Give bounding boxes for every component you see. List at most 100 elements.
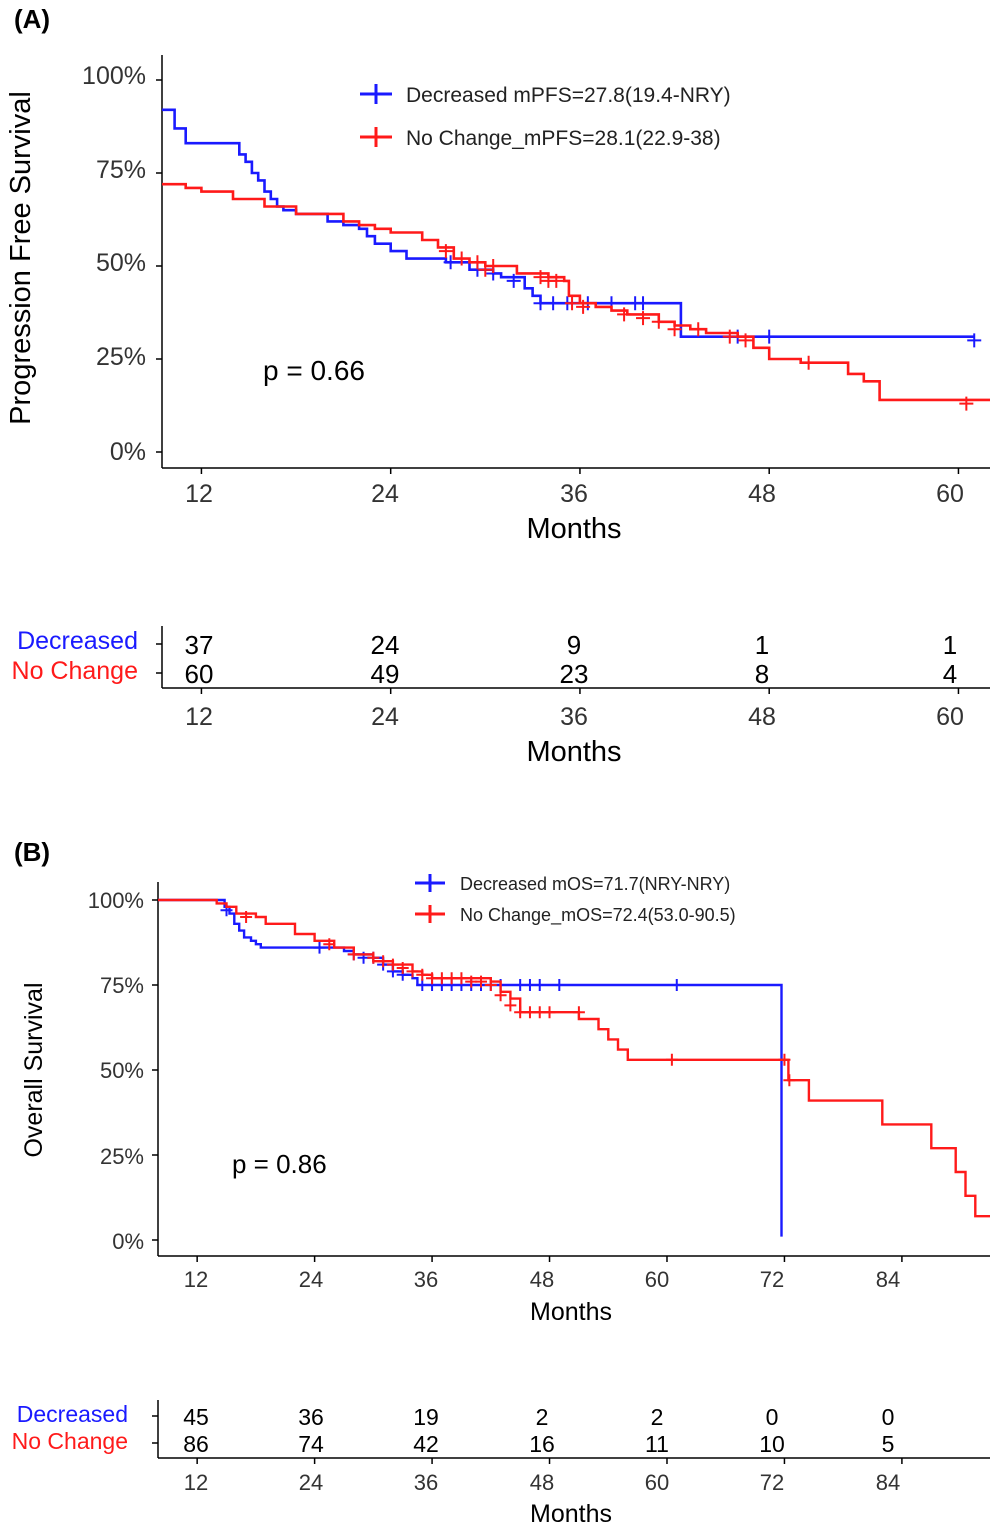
panel-b-risk-nc-60: 11: [645, 1431, 669, 1457]
panel-b-risk-nc-48: 16: [529, 1431, 555, 1457]
panel-b-censor-no-change-14: [475, 975, 488, 988]
panel-a-censor-no-change-7: [549, 273, 564, 288]
panel-b-risk-dec-72: 0: [766, 1404, 779, 1430]
panel-b-risk-x-tick-60: 60: [645, 1470, 669, 1495]
panel-a-risk-nc-60: 4: [943, 659, 957, 689]
panel-a-censor-decreased-13: [967, 333, 982, 348]
panel-b-risk-dec-60: 2: [651, 1404, 664, 1430]
panel-b-censor-decreased-19: [533, 979, 546, 991]
panel-b-risk-x-tick-12: 12: [184, 1470, 208, 1495]
panel-a-censor-no-change-18: [959, 396, 974, 411]
panel-b-risk-dec-48: 2: [536, 1404, 549, 1430]
panel-b-risk-nc-36: 42: [413, 1431, 439, 1457]
panel-a-censor-no-change-11: [636, 311, 651, 326]
panel-b-legend-decreased: Decreased mOS=71.7(NRY-NRY): [460, 874, 730, 894]
panel-b-censor-no-change-25: [783, 1074, 796, 1087]
panel-b-risk-x-axis-title: Months: [530, 1500, 612, 1528]
panel-b-censor-no-change-23: [665, 1053, 678, 1066]
panel-a-risk-x-axis-title: Months: [526, 736, 621, 768]
panel-b-x-tick-60: 60: [645, 1267, 669, 1292]
panel-b-risk-x-tick-36: 36: [414, 1470, 438, 1495]
panel-b-y-tick-0: 0%: [112, 1229, 144, 1254]
panel-a-censor-no-change-14: [691, 322, 706, 337]
panel-a-legend: Decreased mPFS=27.8(19.4-NRY) No Change_…: [360, 84, 731, 150]
panel-a-censor-no-change-15: [722, 329, 737, 344]
panel-a-x-tick-36: 36: [560, 480, 588, 508]
panel-b-legend-nochange: No Change_mOS=72.4(53.0-90.5): [460, 905, 736, 926]
panel-a-risk-x-tick-60: 60: [936, 703, 964, 731]
panel-a-risk-nc-24: 49: [371, 659, 400, 689]
panel-a-censor-no-change-8: [565, 296, 580, 311]
panel-b-y-tick-75: 75%: [100, 973, 144, 998]
panel-b-y-tick-25: 25%: [100, 1144, 144, 1169]
panel-b-censor-no-change-16: [494, 989, 507, 1002]
panel-a-y-tick-25: 25%: [96, 343, 146, 371]
panel-b-curve-decreased: [158, 898, 783, 1237]
panel-b-risk-x-tick-marks: [196, 1458, 903, 1464]
panel-a-censor-no-change-5: [533, 270, 548, 285]
panel-b-y-tick-marks: [152, 899, 158, 1241]
panel-a-x-tick-24: 24: [371, 480, 399, 508]
panel-a-legend-nochange: No Change_mPFS=28.1(22.9-38): [406, 127, 721, 150]
panel-b-risk-x-tick-48: 48: [530, 1470, 554, 1495]
panel-a-risk-table: Decreased No Change 37 24 9 1 1 60 49 23…: [12, 626, 990, 768]
panel-b-censor-no-change-22: [572, 1006, 585, 1019]
panel-a-risk-dec-24: 24: [371, 630, 400, 660]
panel-b-risk-x-tick-72: 72: [760, 1470, 784, 1495]
panel-a-y-axis-title: Progression Free Survival: [5, 91, 37, 425]
panel-a-censor-no-change-4: [486, 259, 501, 273]
panel-a-p-value: p = 0.66: [263, 355, 365, 386]
panel-a-censor-no-change-16: [738, 333, 753, 348]
panel-a-curve-no-change: [162, 182, 990, 402]
panel-b-censor-no-change-3: [367, 951, 380, 964]
panel-a-censor-no-change-13: [667, 322, 682, 337]
panel-b-x-tick-12: 12: [184, 1267, 208, 1292]
panel-a-risk-x-tick-12: 12: [185, 703, 213, 731]
panel-b-label: (B): [14, 837, 50, 867]
panel-b-censor-decreased-20: [553, 979, 566, 991]
panel-b-risk-nc-72: 10: [759, 1431, 785, 1457]
panel-a-risk-x-tick-marks: [200, 688, 960, 694]
panel-b-risk-dec-12: 45: [183, 1404, 209, 1430]
panel-a-risk-dec-60: 1: [943, 630, 957, 660]
panel-a-curves: [162, 108, 990, 411]
panel-a-risk-x-tick-24: 24: [371, 703, 399, 731]
panel-a-censor-no-change-2: [470, 255, 485, 270]
panel-b-risk-nc-24: 74: [298, 1431, 324, 1457]
panel-b-censor-no-change-24: [778, 1053, 791, 1066]
panel-a-risk-x-tick-48: 48: [748, 703, 776, 731]
panel-b-x-tick-marks: [196, 1256, 903, 1262]
panel-b-p-value: p = 0.86: [232, 1149, 327, 1179]
panel-a-y-tick-100: 100%: [82, 62, 146, 90]
panel-b-censor-no-change-17: [504, 999, 517, 1012]
panel-b-censor-decreased-1: [313, 941, 326, 954]
panel-b-censor-no-change-1: [323, 938, 336, 951]
panel-b-risk-x-tick-24: 24: [299, 1470, 323, 1495]
panel-a-censor-decreased-3: [506, 273, 521, 288]
panel-b-risk-dec-36: 19: [413, 1404, 439, 1430]
panel-a: (A) Progression Free Survival 100% 75% 5…: [5, 4, 990, 768]
panel-b-risk-x-tick-84: 84: [876, 1470, 900, 1495]
panel-b-risk-label-decreased: Decreased: [17, 1401, 128, 1427]
panel-a-censor-no-change-1: [454, 251, 469, 266]
panel-a-y-tick-0: 0%: [110, 438, 146, 466]
panel-a-risk-label-nochange: No Change: [12, 657, 138, 685]
panel-a-censor-decreased-4: [533, 296, 548, 311]
panel-b-censor-no-change-6: [396, 962, 409, 974]
panel-b-x-tick-72: 72: [760, 1267, 784, 1292]
panel-b-censor-no-change-21: [543, 1006, 556, 1019]
panel-a-censor-decreased-12: [762, 329, 777, 344]
panel-b-y-tick-50: 50%: [100, 1058, 144, 1083]
panel-a-y-tick-50: 50%: [96, 249, 146, 277]
panel-b-legend: Decreased mOS=71.7(NRY-NRY) No Change_mO…: [415, 874, 736, 926]
panel-a-censor-no-change-12: [651, 314, 666, 329]
panel-b-x-tick-84: 84: [876, 1267, 900, 1292]
panel-a-risk-nc-36: 23: [560, 659, 589, 689]
panel-b-risk-dec-84: 0: [882, 1404, 895, 1430]
panel-b-y-tick-100: 100%: [88, 888, 144, 913]
panel-a-risk-dec-48: 1: [755, 630, 769, 660]
panel-a-label: (A): [14, 4, 50, 34]
panel-a-x-tick-48: 48: [748, 480, 776, 508]
panel-a-risk-dec-12: 37: [185, 630, 214, 660]
panel-a-censor-no-change-9: [576, 299, 591, 314]
